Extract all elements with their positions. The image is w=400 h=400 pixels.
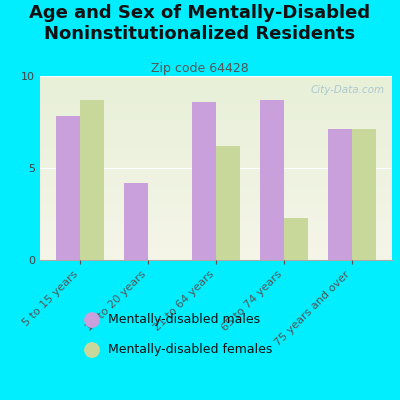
Bar — [352, 129, 376, 260]
Bar — [124, 183, 148, 260]
Text: Age and Sex of Mentally-Disabled
Noninstitutionalized Residents: Age and Sex of Mentally-Disabled Noninst… — [30, 4, 370, 43]
Bar — [192, 102, 216, 260]
Bar — [216, 146, 240, 260]
Bar — [260, 100, 284, 260]
Text: City-Data.com: City-Data.com — [311, 85, 385, 95]
Bar — [328, 129, 352, 260]
Bar — [80, 100, 104, 260]
Text: Zip code 64428: Zip code 64428 — [151, 62, 249, 75]
Text: Mentally-disabled males: Mentally-disabled males — [108, 314, 260, 326]
Bar — [56, 116, 80, 260]
Text: Mentally-disabled females: Mentally-disabled females — [108, 344, 272, 356]
Bar — [284, 218, 308, 260]
